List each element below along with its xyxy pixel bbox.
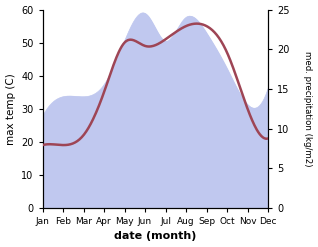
Y-axis label: max temp (C): max temp (C) bbox=[5, 73, 16, 144]
X-axis label: date (month): date (month) bbox=[114, 231, 197, 242]
Y-axis label: med. precipitation (kg/m2): med. precipitation (kg/m2) bbox=[303, 51, 313, 166]
